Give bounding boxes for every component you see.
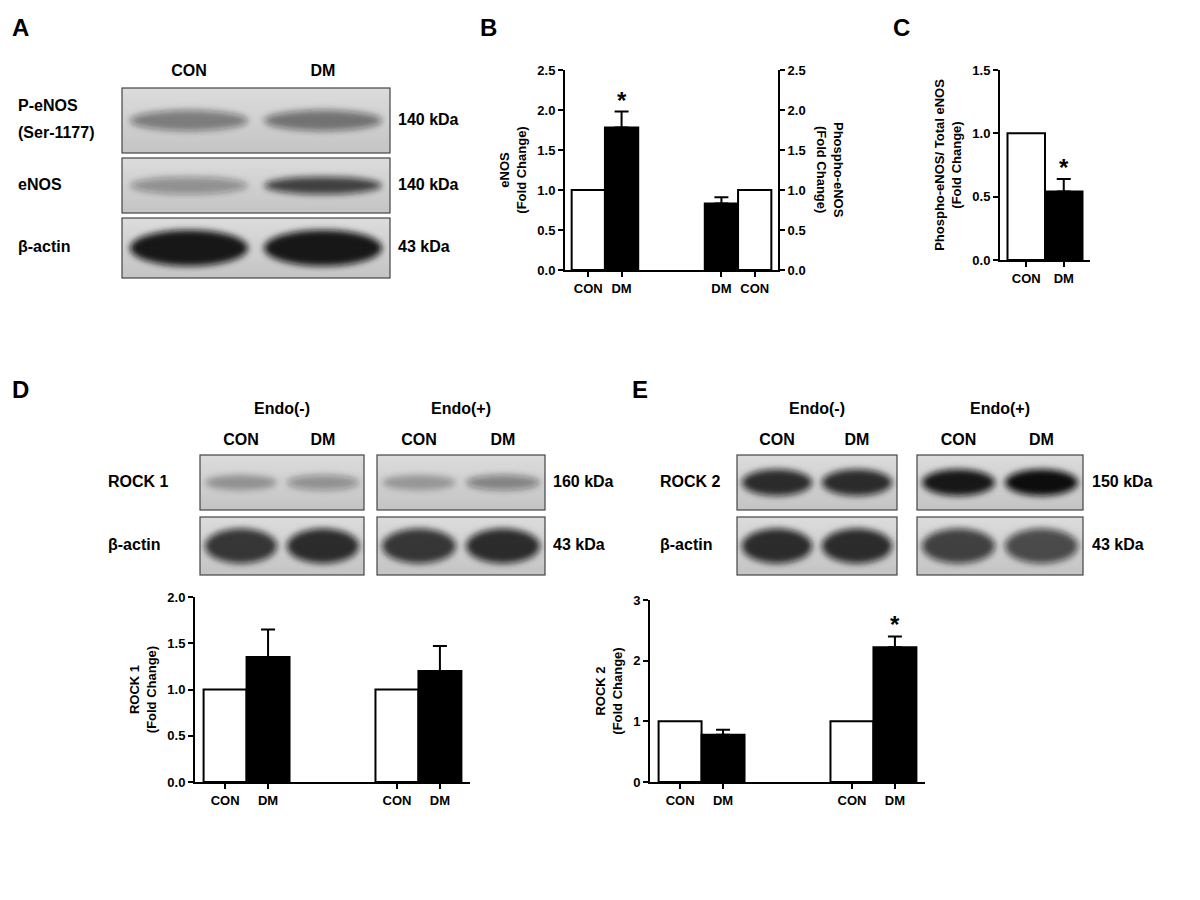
svg-text:P-eNOS: P-eNOS: [18, 97, 78, 114]
svg-text:ROCK 1(Fold Change): ROCK 1(Fold Change): [127, 646, 159, 733]
svg-text:140 kDa: 140 kDa: [398, 176, 459, 193]
svg-text:2.5: 2.5: [788, 63, 806, 78]
svg-text:Endo(+): Endo(+): [431, 400, 491, 417]
svg-text:B: B: [480, 14, 497, 41]
svg-text:CON: CON: [1012, 271, 1041, 286]
svg-text:CON: CON: [574, 281, 603, 296]
svg-text:CON: CON: [211, 793, 240, 808]
svg-text:CON: CON: [666, 793, 695, 808]
svg-text:(Ser-1177): (Ser-1177): [18, 124, 95, 141]
svg-text:1.5: 1.5: [972, 63, 990, 78]
svg-text:ROCK 2: ROCK 2: [660, 473, 721, 490]
svg-text:CON: CON: [838, 793, 867, 808]
svg-text:CON: CON: [759, 431, 795, 448]
svg-text:CON: CON: [941, 431, 977, 448]
svg-text:150 kDa: 150 kDa: [1092, 473, 1153, 490]
svg-text:0.0: 0.0: [167, 775, 185, 790]
svg-text:β-actin: β-actin: [18, 238, 70, 255]
svg-text:DM: DM: [713, 793, 733, 808]
svg-text:DM: DM: [885, 793, 905, 808]
svg-text:1.5: 1.5: [167, 636, 185, 651]
svg-text:2.0: 2.0: [788, 103, 806, 118]
svg-text:ROCK 2(Fold Change): ROCK 2(Fold Change): [593, 647, 625, 734]
svg-text:1: 1: [633, 714, 640, 729]
svg-text:160 kDa: 160 kDa: [553, 473, 614, 490]
svg-text:43 kDa: 43 kDa: [398, 238, 450, 255]
svg-text:DM: DM: [258, 793, 278, 808]
svg-text:Endo(-): Endo(-): [789, 400, 845, 417]
svg-text:1.5: 1.5: [788, 143, 806, 158]
svg-text:*: *: [890, 611, 900, 638]
svg-text:DM: DM: [611, 281, 631, 296]
svg-text:A: A: [12, 14, 29, 41]
svg-text:DM: DM: [491, 431, 516, 448]
svg-text:DM: DM: [311, 62, 336, 79]
svg-text:0.0: 0.0: [537, 263, 555, 278]
svg-text:CON: CON: [223, 431, 259, 448]
svg-text:DM: DM: [711, 281, 731, 296]
svg-text:2.0: 2.0: [537, 103, 555, 118]
svg-text:C: C: [893, 14, 910, 41]
svg-text:*: *: [1059, 154, 1069, 181]
svg-text:ROCK 1: ROCK 1: [108, 473, 169, 490]
svg-text:140 kDa: 140 kDa: [398, 111, 459, 128]
svg-text:CON: CON: [740, 281, 769, 296]
svg-text:β-actin: β-actin: [108, 536, 160, 553]
svg-text:0: 0: [633, 775, 640, 790]
svg-text:Phospho-eNOS(Fold Change): Phospho-eNOS(Fold Change): [814, 122, 846, 218]
svg-text:0.5: 0.5: [788, 223, 806, 238]
svg-text:E: E: [632, 376, 648, 403]
svg-text:0.5: 0.5: [972, 189, 990, 204]
svg-text:DM: DM: [1054, 271, 1074, 286]
svg-text:2.0: 2.0: [167, 590, 185, 605]
svg-text:0.0: 0.0: [788, 263, 806, 278]
svg-text:0.5: 0.5: [167, 728, 185, 743]
svg-text:1.5: 1.5: [537, 143, 555, 158]
svg-text:Phospho-eNOS/ Total eNOS(Fold: Phospho-eNOS/ Total eNOS(Fold Change): [932, 79, 964, 251]
svg-text:3: 3: [633, 593, 640, 608]
svg-text:1.0: 1.0: [537, 183, 555, 198]
svg-text:2: 2: [633, 653, 640, 668]
svg-text:eNOS(Fold Change): eNOS(Fold Change): [497, 126, 529, 213]
svg-text:DM: DM: [845, 431, 870, 448]
svg-text:DM: DM: [311, 431, 336, 448]
svg-text:2.5: 2.5: [537, 63, 555, 78]
svg-text:*: *: [617, 87, 627, 114]
svg-text:0.0: 0.0: [972, 253, 990, 268]
svg-text:43 kDa: 43 kDa: [553, 536, 605, 553]
svg-text:1.0: 1.0: [788, 183, 806, 198]
svg-text:D: D: [12, 376, 29, 403]
svg-text:DM: DM: [430, 793, 450, 808]
svg-text:CON: CON: [171, 62, 207, 79]
svg-text:Endo(-): Endo(-): [254, 400, 310, 417]
svg-text:CON: CON: [401, 431, 437, 448]
svg-text:1.0: 1.0: [972, 126, 990, 141]
svg-text:0.5: 0.5: [537, 223, 555, 238]
svg-text:1.0: 1.0: [167, 682, 185, 697]
svg-text:CON: CON: [383, 793, 412, 808]
svg-text:43 kDa: 43 kDa: [1092, 536, 1144, 553]
svg-text:Endo(+): Endo(+): [970, 400, 1030, 417]
svg-text:eNOS: eNOS: [18, 176, 62, 193]
svg-text:DM: DM: [1029, 431, 1054, 448]
svg-text:β-actin: β-actin: [660, 536, 712, 553]
